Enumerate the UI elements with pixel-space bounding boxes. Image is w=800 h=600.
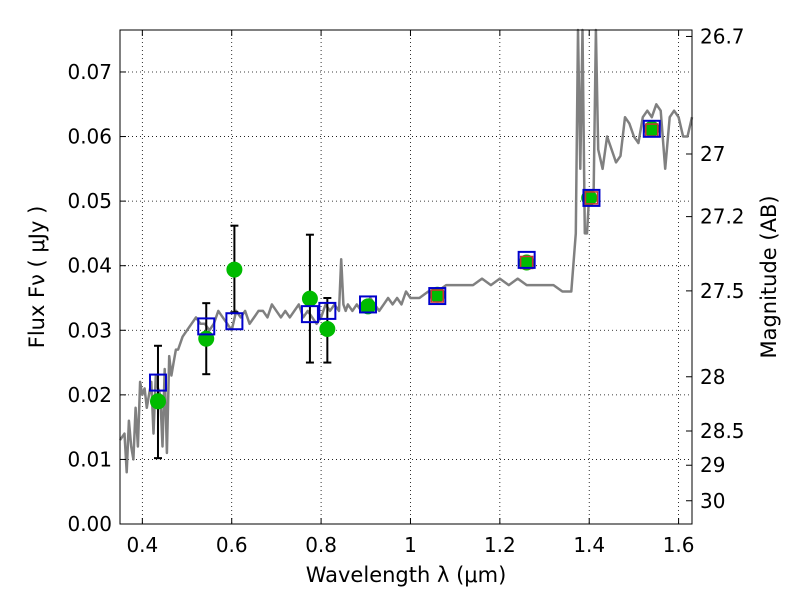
x-axis-label: Wavelength λ (μm) (306, 563, 507, 587)
x-tick-label: 0.6 (216, 533, 248, 557)
y-tick-label: 0.05 (67, 189, 112, 213)
y2-tick-label: 27.5 (700, 279, 745, 303)
model-flux-square (517, 250, 536, 269)
model-flux-square (197, 317, 216, 336)
y-axis-left: 0.00 0.01 0.02 0.03 0.04 0.05 0.06 0.07 (67, 60, 126, 536)
x-tick-label: 1.2 (484, 533, 516, 557)
x-axis: 0.4 0.6 0.8 1 1.2 1.4 1.6 (126, 30, 695, 557)
y2-tick-label: 28.5 (700, 419, 745, 443)
y-tick-label: 0.00 (67, 512, 112, 536)
y-axis-right: 26.7 27 27.2 27.5 28 28.5 29 30 (686, 24, 745, 513)
grid-lines (120, 30, 692, 524)
y2-tick-label: 26.7 (700, 24, 745, 48)
model-flux-square (642, 119, 661, 138)
model-flux-square (148, 373, 167, 392)
y2-tick-label: 29 (700, 453, 725, 477)
y-axis-label: Flux Fν ( μJy ) (25, 206, 49, 349)
y-tick-label: 0.06 (67, 125, 112, 149)
limit-square (430, 289, 445, 303)
model-flux-square (300, 305, 319, 324)
y-tick-label: 0.01 (67, 447, 112, 471)
model-flux-square (582, 188, 601, 207)
photometry-point (319, 320, 336, 337)
y2-tick-label: 27 (700, 142, 725, 166)
model-flux-square (428, 287, 447, 306)
y2-tick-label: 27.2 (700, 205, 745, 229)
plot-frame (119, 29, 693, 525)
model-flux-square (225, 312, 244, 331)
y2-axis-label: Magnitude (AB) (757, 195, 781, 358)
photometry-point (301, 290, 318, 307)
model-flux-square (359, 295, 378, 314)
y-tick-label: 0.03 (67, 318, 112, 342)
photometry-point (149, 393, 166, 410)
y-tick-label: 0.04 (67, 254, 112, 278)
x-tick-label: 0.4 (126, 533, 158, 557)
x-tick-label: 1.6 (663, 533, 695, 557)
model-sed-polyline (118, 28, 694, 474)
x-tick-label: 1.4 (573, 533, 605, 557)
data-markers (148, 119, 661, 460)
y2-tick-label: 30 (700, 489, 725, 513)
model-flux-square (318, 301, 337, 320)
limit-square (584, 191, 599, 205)
x-tick-label: 0.8 (305, 533, 337, 557)
model-sed-line (118, 28, 694, 474)
y-tick-label: 0.02 (67, 383, 112, 407)
x-tick-label: 1 (404, 533, 417, 557)
photometry-point (226, 261, 243, 278)
y2-tick-label: 28 (700, 365, 725, 389)
y-tick-label: 0.07 (67, 60, 112, 84)
